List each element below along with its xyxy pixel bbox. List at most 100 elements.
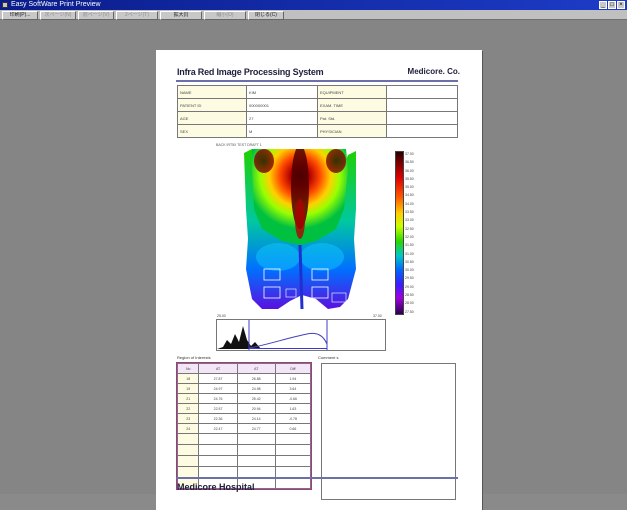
table-row: 23 22.36 24.14 -0.78 bbox=[176, 413, 312, 424]
info-value bbox=[385, 98, 459, 112]
scale-tick-label: 32.00 bbox=[405, 234, 414, 239]
scale-tick-label: 27.50 bbox=[405, 309, 414, 314]
scale-tick-label: 33.50 bbox=[405, 210, 414, 215]
roi-cell: 24.98 bbox=[236, 383, 276, 394]
report-page[interactable]: Infra Red Image Processing System Medico… bbox=[156, 50, 482, 510]
scale-tick-label: 31.00 bbox=[405, 251, 414, 256]
roi-cell: 24.76 bbox=[198, 393, 238, 404]
info-row: NAME KIM EQUIPMENT bbox=[177, 85, 459, 99]
info-value: KIM bbox=[245, 85, 318, 99]
zoom-out-button[interactable]: 縮小(O) bbox=[204, 11, 246, 20]
scale-tick-label: 36.00 bbox=[405, 168, 414, 173]
roi-table: No AT AT Diff 18 27.87 26.88 1.94 19 24.… bbox=[176, 362, 312, 490]
table-row: 18 27.87 26.88 1.94 bbox=[176, 373, 312, 384]
zoom-in-button[interactable]: 拡大(I) bbox=[160, 11, 202, 20]
roi-cell: 19 bbox=[176, 383, 200, 394]
roi-cell: 25.42 bbox=[236, 393, 276, 404]
info-label: PATIENT ID bbox=[177, 98, 247, 112]
scale-tick-label: 35.50 bbox=[405, 176, 414, 181]
roi-title: Region of Interests bbox=[177, 355, 211, 360]
roi-cell: -0.78 bbox=[274, 413, 312, 424]
roi-cell: 22.47 bbox=[198, 423, 238, 434]
report-title: Infra Red Image Processing System bbox=[177, 67, 324, 77]
roi-cell: 24.77 bbox=[236, 423, 276, 434]
table-row: 19 24.97 24.98 3.64 bbox=[176, 383, 312, 394]
temperature-scale-labels: 37.00 36.50 36.00 35.50 35.00 34.50 34.00 33.50… bbox=[405, 150, 435, 316]
roi-cell: 20.94 bbox=[236, 403, 276, 414]
scale-tick-label: 33.00 bbox=[405, 218, 414, 223]
info-value bbox=[385, 85, 459, 99]
scale-tick-label: 34.50 bbox=[405, 193, 414, 198]
next-page-button[interactable]: 次ページ(N) bbox=[40, 11, 76, 20]
close-window-button[interactable]: × bbox=[617, 1, 625, 9]
scale-tick-label: 35.00 bbox=[405, 185, 414, 190]
scale-tick-label: 34.00 bbox=[405, 201, 414, 206]
patient-info-table: NAME KIM EQUIPMENT PATIENT ID 000000001 … bbox=[177, 85, 459, 138]
comments-title: Comment s bbox=[318, 355, 339, 360]
scale-tick-label: 30.00 bbox=[405, 268, 414, 273]
roi-cell: 22.36 bbox=[198, 413, 238, 424]
roi-cell: 22.57 bbox=[198, 403, 238, 414]
scale-tick-label: 37.00 bbox=[405, 152, 414, 156]
info-label: Pat. Std. bbox=[316, 111, 387, 125]
roi-cell: 24 bbox=[176, 423, 200, 434]
table-row-empty bbox=[176, 455, 312, 467]
table-row: 24 22.47 24.77 0.66 bbox=[176, 423, 312, 434]
info-label: PHYSICIAN bbox=[316, 124, 387, 138]
info-label: EQUIPMENT bbox=[316, 85, 387, 99]
roi-cell: 1.63 bbox=[274, 403, 312, 414]
roi-header: AT bbox=[236, 363, 276, 374]
title-rule bbox=[176, 80, 458, 82]
report-company: Medicore. Co. bbox=[407, 67, 460, 76]
scale-tick-label: 28.00 bbox=[405, 301, 414, 306]
window-title: Easy SoftWare Print Preview bbox=[11, 1, 101, 8]
info-value bbox=[385, 124, 459, 138]
info-label: NAME bbox=[177, 85, 247, 99]
scale-tick-label: 30.50 bbox=[405, 259, 414, 264]
preview-toolbar: 印刷(P)... 次ページ(N) 前ページ(V) 2ページ(T) 拡大(I) 縮… bbox=[0, 10, 627, 20]
maximize-button[interactable]: □ bbox=[608, 1, 616, 9]
roi-header: No bbox=[176, 363, 200, 374]
histogram-max-label: 37.00 bbox=[373, 314, 382, 318]
image-header: BACK IRT5X TEST DRAFT 1 bbox=[216, 143, 262, 147]
roi-cell: 27.87 bbox=[198, 373, 238, 384]
table-row-empty bbox=[176, 444, 312, 456]
footer-rule bbox=[176, 477, 458, 479]
table-row-empty bbox=[176, 477, 312, 489]
roi-header: Diff bbox=[274, 363, 312, 374]
close-button[interactable]: 閉じる(C) bbox=[248, 11, 284, 20]
temperature-histogram bbox=[216, 319, 386, 351]
histogram-min-label: 25.00 bbox=[217, 314, 226, 318]
roi-cell: -0.66 bbox=[274, 393, 312, 404]
table-row: 21 24.76 25.42 -0.66 bbox=[176, 393, 312, 404]
info-label: AGE bbox=[177, 111, 247, 125]
comments-box bbox=[321, 363, 456, 500]
roi-cell: 3.64 bbox=[274, 383, 312, 394]
info-value: 000000001 bbox=[245, 98, 318, 112]
info-label: EXAM. TIME bbox=[316, 98, 387, 112]
info-row: SEX M PHYSICIAN bbox=[177, 124, 459, 138]
roi-cell: 22 bbox=[176, 403, 200, 414]
roi-cell: 21 bbox=[176, 393, 200, 404]
temperature-scale-bar bbox=[395, 151, 404, 315]
minimize-button[interactable]: _ bbox=[599, 1, 607, 9]
roi-cell: 23 bbox=[176, 413, 200, 424]
info-label: SEX bbox=[177, 124, 247, 138]
info-value: 27 bbox=[245, 111, 318, 125]
window-title-bar: Easy SoftWare Print Preview _ □ × bbox=[0, 0, 627, 10]
roi-cell: 24.14 bbox=[236, 413, 276, 424]
app-icon bbox=[2, 2, 8, 8]
info-value bbox=[385, 111, 459, 125]
roi-header-row: No AT AT Diff bbox=[176, 363, 312, 374]
print-button[interactable]: 印刷(P)... bbox=[2, 11, 38, 20]
roi-cell: 1.94 bbox=[274, 373, 312, 384]
roi-cell: 24.97 bbox=[198, 383, 238, 394]
table-row-empty bbox=[176, 433, 312, 445]
scale-tick-label: 32.50 bbox=[405, 226, 414, 231]
scale-tick-label: 31.50 bbox=[405, 243, 414, 248]
roi-header: AT bbox=[198, 363, 238, 374]
preview-workspace[interactable]: Infra Red Image Processing System Medico… bbox=[0, 20, 627, 510]
prev-page-button[interactable]: 前ページ(V) bbox=[78, 11, 114, 20]
table-row: 22 22.57 20.94 1.63 bbox=[176, 403, 312, 414]
two-page-button[interactable]: 2ページ(T) bbox=[116, 11, 158, 20]
